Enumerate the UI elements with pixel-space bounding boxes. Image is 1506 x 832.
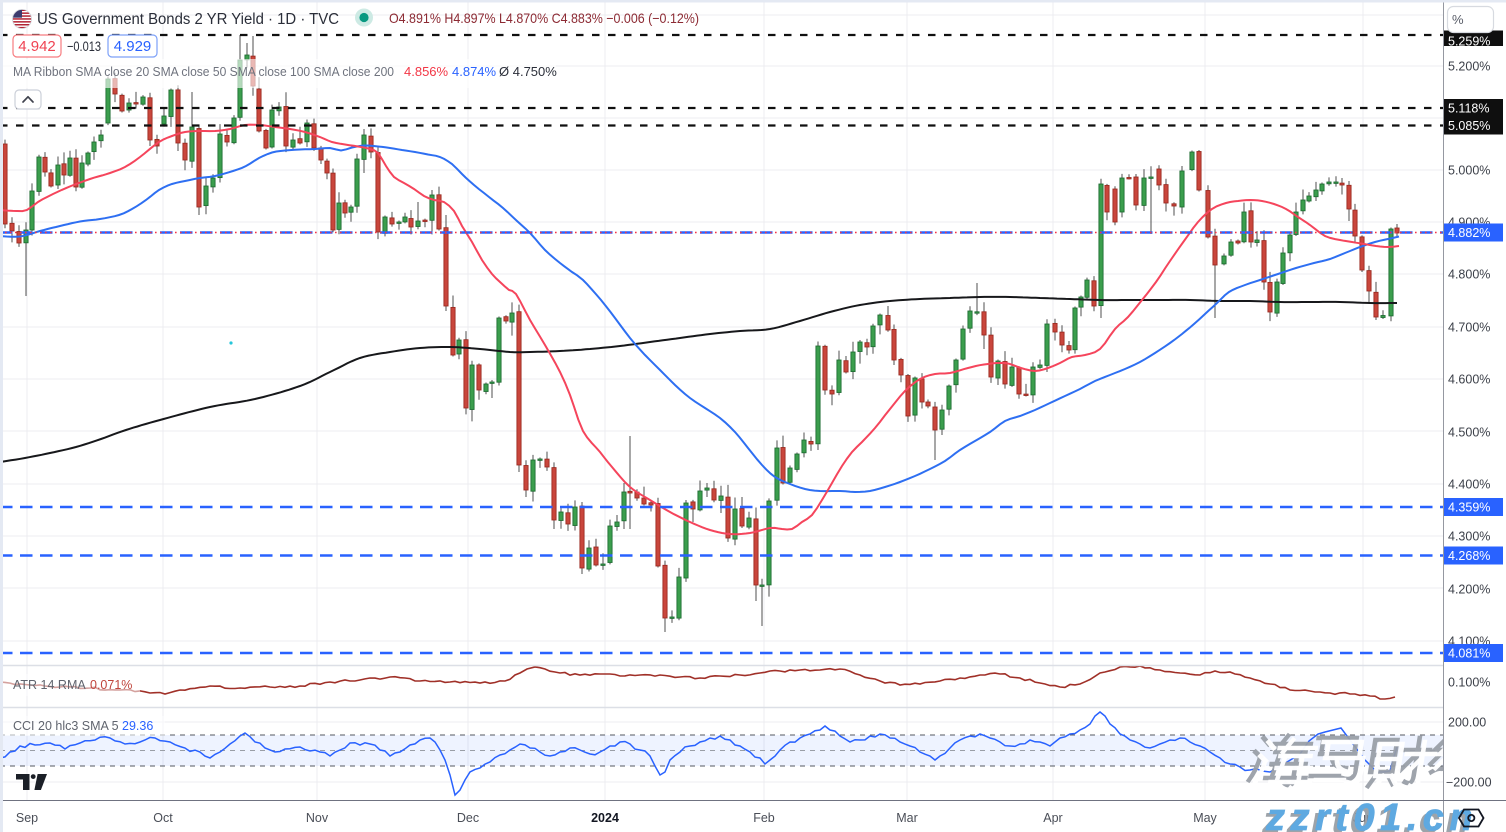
svg-text:4.700%: 4.700% xyxy=(1448,321,1490,335)
svg-text:4.400%: 4.400% xyxy=(1448,478,1490,492)
svg-text:Mar: Mar xyxy=(896,811,918,825)
svg-text:0.100%: 0.100% xyxy=(1448,676,1490,690)
svg-text:200.00: 200.00 xyxy=(1448,716,1486,730)
svg-text:4.800%: 4.800% xyxy=(1448,268,1490,282)
svg-text:5.085%: 5.085% xyxy=(1448,119,1490,133)
svg-text:5.200%: 5.200% xyxy=(1448,60,1490,74)
svg-text:%: % xyxy=(1452,12,1464,27)
svg-text:4.359%: 4.359% xyxy=(1448,501,1490,515)
svg-text:−0.013: −0.013 xyxy=(67,38,101,54)
svg-text:Sep: Sep xyxy=(16,811,38,825)
svg-text:zzrt01.cn: zzrt01.cn xyxy=(1265,797,1478,832)
svg-text:Jun: Jun xyxy=(1353,811,1373,825)
svg-text:Ø 4.750%: Ø 4.750% xyxy=(499,64,557,79)
svg-text:4.942: 4.942 xyxy=(18,38,56,55)
svg-text:Apr: Apr xyxy=(1043,811,1062,825)
svg-text:5.118%: 5.118% xyxy=(1448,102,1489,116)
svg-text:zzrt01.cn: zzrt01.cn xyxy=(1261,800,1474,832)
svg-text:4.200%: 4.200% xyxy=(1448,583,1490,597)
svg-text:4.856%: 4.856% xyxy=(404,64,449,79)
svg-text:Feb: Feb xyxy=(753,811,775,825)
svg-text:4.300%: 4.300% xyxy=(1448,530,1490,544)
svg-text:0.071%: 0.071% xyxy=(90,678,132,692)
svg-text:O4.891% H4.897% L4.870% C4.883: O4.891% H4.897% L4.870% C4.883% −0.006 (… xyxy=(389,10,699,26)
svg-text:4.268%: 4.268% xyxy=(1448,549,1490,563)
svg-text:4.882%: 4.882% xyxy=(1448,226,1490,240)
svg-text:4.874%: 4.874% xyxy=(452,64,497,79)
svg-text:4.600%: 4.600% xyxy=(1448,373,1490,387)
svg-text:CCI 20 hlc3 SMA 5: CCI 20 hlc3 SMA 5 xyxy=(13,719,119,733)
svg-text:4.929: 4.929 xyxy=(114,38,152,55)
svg-text:May: May xyxy=(1193,811,1217,825)
svg-text:5.000%: 5.000% xyxy=(1448,164,1490,178)
svg-text:ATR 14 RMA: ATR 14 RMA xyxy=(13,678,86,692)
svg-text:Nov: Nov xyxy=(306,811,329,825)
svg-text:US Government Bonds 2 YR Yield: US Government Bonds 2 YR Yield · 1D · TV… xyxy=(37,11,339,28)
svg-text:4.081%: 4.081% xyxy=(1448,647,1490,661)
svg-text:MA Ribbon SMA close 20 SMA clo: MA Ribbon SMA close 20 SMA close 50 SMA … xyxy=(13,64,394,79)
svg-text:Oct: Oct xyxy=(153,811,173,825)
svg-text:4.500%: 4.500% xyxy=(1448,426,1490,440)
svg-text:29.36: 29.36 xyxy=(122,719,153,733)
svg-text:Dec: Dec xyxy=(457,811,479,825)
svg-text:−200.00: −200.00 xyxy=(1446,776,1492,790)
svg-text:2024: 2024 xyxy=(591,811,619,825)
svg-text:5.259%: 5.259% xyxy=(1448,35,1490,49)
